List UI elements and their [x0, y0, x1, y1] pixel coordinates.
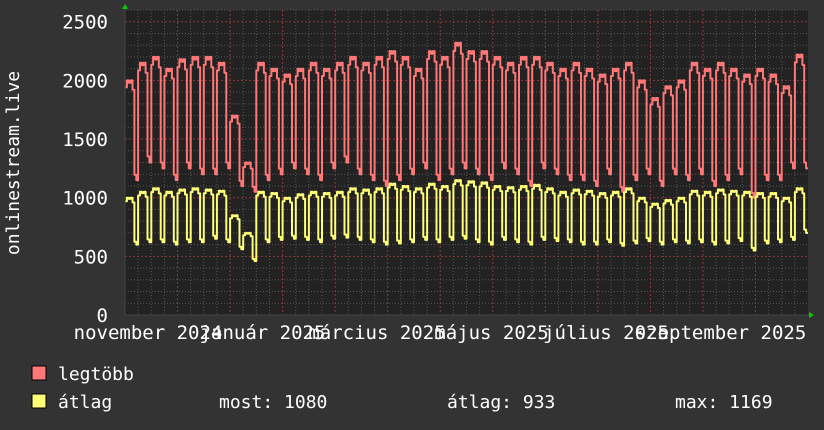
y-tick-label: 1500: [62, 129, 108, 151]
y-tick-label: 2000: [62, 70, 108, 92]
y-tick-label: 500: [74, 246, 108, 268]
x-axis-arrow-icon: [809, 312, 814, 318]
legend-item-max: legtöbb: [31, 364, 134, 385]
legend-swatch-max: [31, 365, 47, 381]
x-tick-label: január 2025: [200, 322, 326, 344]
x-tick-label: március 2025: [308, 322, 445, 344]
x-tick-label: május 2025: [434, 322, 548, 344]
legend-item-avg: átlag most: 1080 átlag: 933 max: 1169: [31, 392, 773, 413]
x-tick-label: július 2025: [543, 322, 669, 344]
y-axis-arrow-icon: [122, 4, 128, 9]
y-axis-title: onlinestream.live: [3, 71, 24, 255]
stat-average: átlag: 933: [447, 392, 555, 413]
stat-max: max: 1169: [675, 392, 773, 413]
y-tick-label: 0: [97, 305, 108, 327]
x-tick-label: szeptember 2025: [635, 322, 807, 344]
y-tick-label: 2500: [62, 12, 108, 34]
plot-layer: 0 500 1000 1500 2000 2500 november 2024január …: [62, 4, 814, 344]
series-line-avg: [125, 179, 808, 262]
legend-label-max: legtöbb: [58, 364, 134, 385]
x-tick-label: november 2024: [74, 322, 223, 344]
series-line-max: [125, 41, 808, 199]
legend-swatch-avg: [31, 393, 47, 409]
stat-now: most: 1080: [219, 392, 327, 413]
y-tick-label: 1000: [62, 188, 108, 210]
legend-label-avg: átlag: [58, 392, 112, 413]
